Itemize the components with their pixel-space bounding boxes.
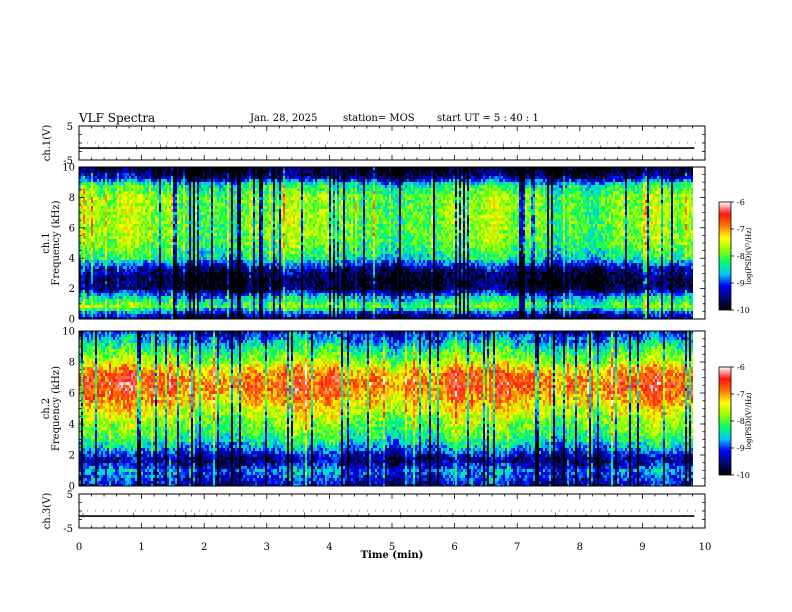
colorbar-tick-label: -7 (737, 225, 745, 234)
x-tick-label: 2 (201, 542, 207, 553)
y-tick-label: 4 (69, 254, 75, 265)
y-tick-label: 6 (69, 223, 75, 234)
y-tick-label: 2 (69, 284, 75, 295)
y-tick-label: 0 (69, 482, 75, 493)
ch1-spectrogram-y-axis-label: Frequency (kHz) (51, 200, 62, 285)
x-tick-label: 1 (138, 542, 144, 553)
x-tick-label: 7 (514, 542, 520, 553)
ch3-voltage-spikes (82, 512, 685, 518)
colorbar-tick-label: -6 (737, 198, 745, 207)
colorbar-tick-label: -8 (737, 417, 745, 426)
y-tick-label: 8 (69, 358, 75, 369)
ch1-spectrogram (79, 167, 693, 319)
chart-title: VLF Spectra (79, 111, 155, 125)
y-tick-label: 10 (62, 163, 75, 174)
y-tick-label: 5 (67, 122, 73, 133)
ch1-voltage-spikes (98, 144, 669, 150)
ch1-spectrogram-colorbar-label: log(PSD)(V²/Hz) (745, 227, 753, 284)
ch2-spectrogram-colorbar-label: log(PSD)(V²/Hz) (745, 392, 753, 449)
ch3-voltage-y-axis-label: ch.3(V) (42, 493, 53, 530)
y-tick-label: 2 (69, 451, 75, 462)
ch1-spectrogram-channel-label: ch.1 (41, 232, 52, 254)
y-tick-label: 4 (69, 420, 75, 431)
ch1-voltage-y-axis-label: ch.1(V) (42, 125, 53, 162)
x-tick-label: 5 (389, 542, 395, 553)
colorbar-tick-label: -6 (737, 363, 745, 372)
colorbar-tick-label: -7 (737, 390, 745, 399)
y-tick-label: 0 (69, 315, 75, 326)
y-tick-label: -5 (63, 524, 73, 535)
x-axis-label: Time (min) (361, 550, 424, 561)
ch2-spectrogram-channel-label: ch.2 (41, 398, 52, 420)
x-tick-label: 4 (326, 542, 332, 553)
y-tick-label: -5 (63, 156, 73, 167)
colorbar-tick-label: -8 (737, 252, 745, 261)
x-tick-label: 6 (451, 542, 457, 553)
x-tick-label: 0 (76, 542, 82, 553)
ch2-spectrogram-colorbar (718, 366, 732, 476)
ch1-spectrogram-colorbar (718, 201, 732, 311)
x-tick-label: 9 (639, 542, 645, 553)
y-tick-label: 8 (69, 193, 75, 204)
recording-date: Jan. 28, 2025 (250, 113, 317, 124)
x-tick-label: 8 (577, 542, 583, 553)
ch2-spectrogram-y-axis-label: Frequency (kHz) (51, 366, 62, 451)
y-tick-label: 5 (67, 490, 73, 501)
station-label: station= MOS (343, 113, 415, 124)
colorbar-tick-label: -10 (737, 471, 750, 480)
x-tick-label: 3 (264, 542, 270, 553)
colorbar-tick-label: -9 (737, 444, 745, 453)
start-time-label: start UT = 5 : 40 : 1 (437, 113, 539, 124)
ch2-spectrogram (79, 331, 693, 486)
x-tick-label: 10 (699, 542, 712, 553)
colorbar-tick-label: -9 (737, 279, 745, 288)
y-tick-label: 6 (69, 389, 75, 400)
y-tick-label: 10 (62, 327, 75, 338)
colorbar-tick-label: -10 (737, 306, 750, 315)
